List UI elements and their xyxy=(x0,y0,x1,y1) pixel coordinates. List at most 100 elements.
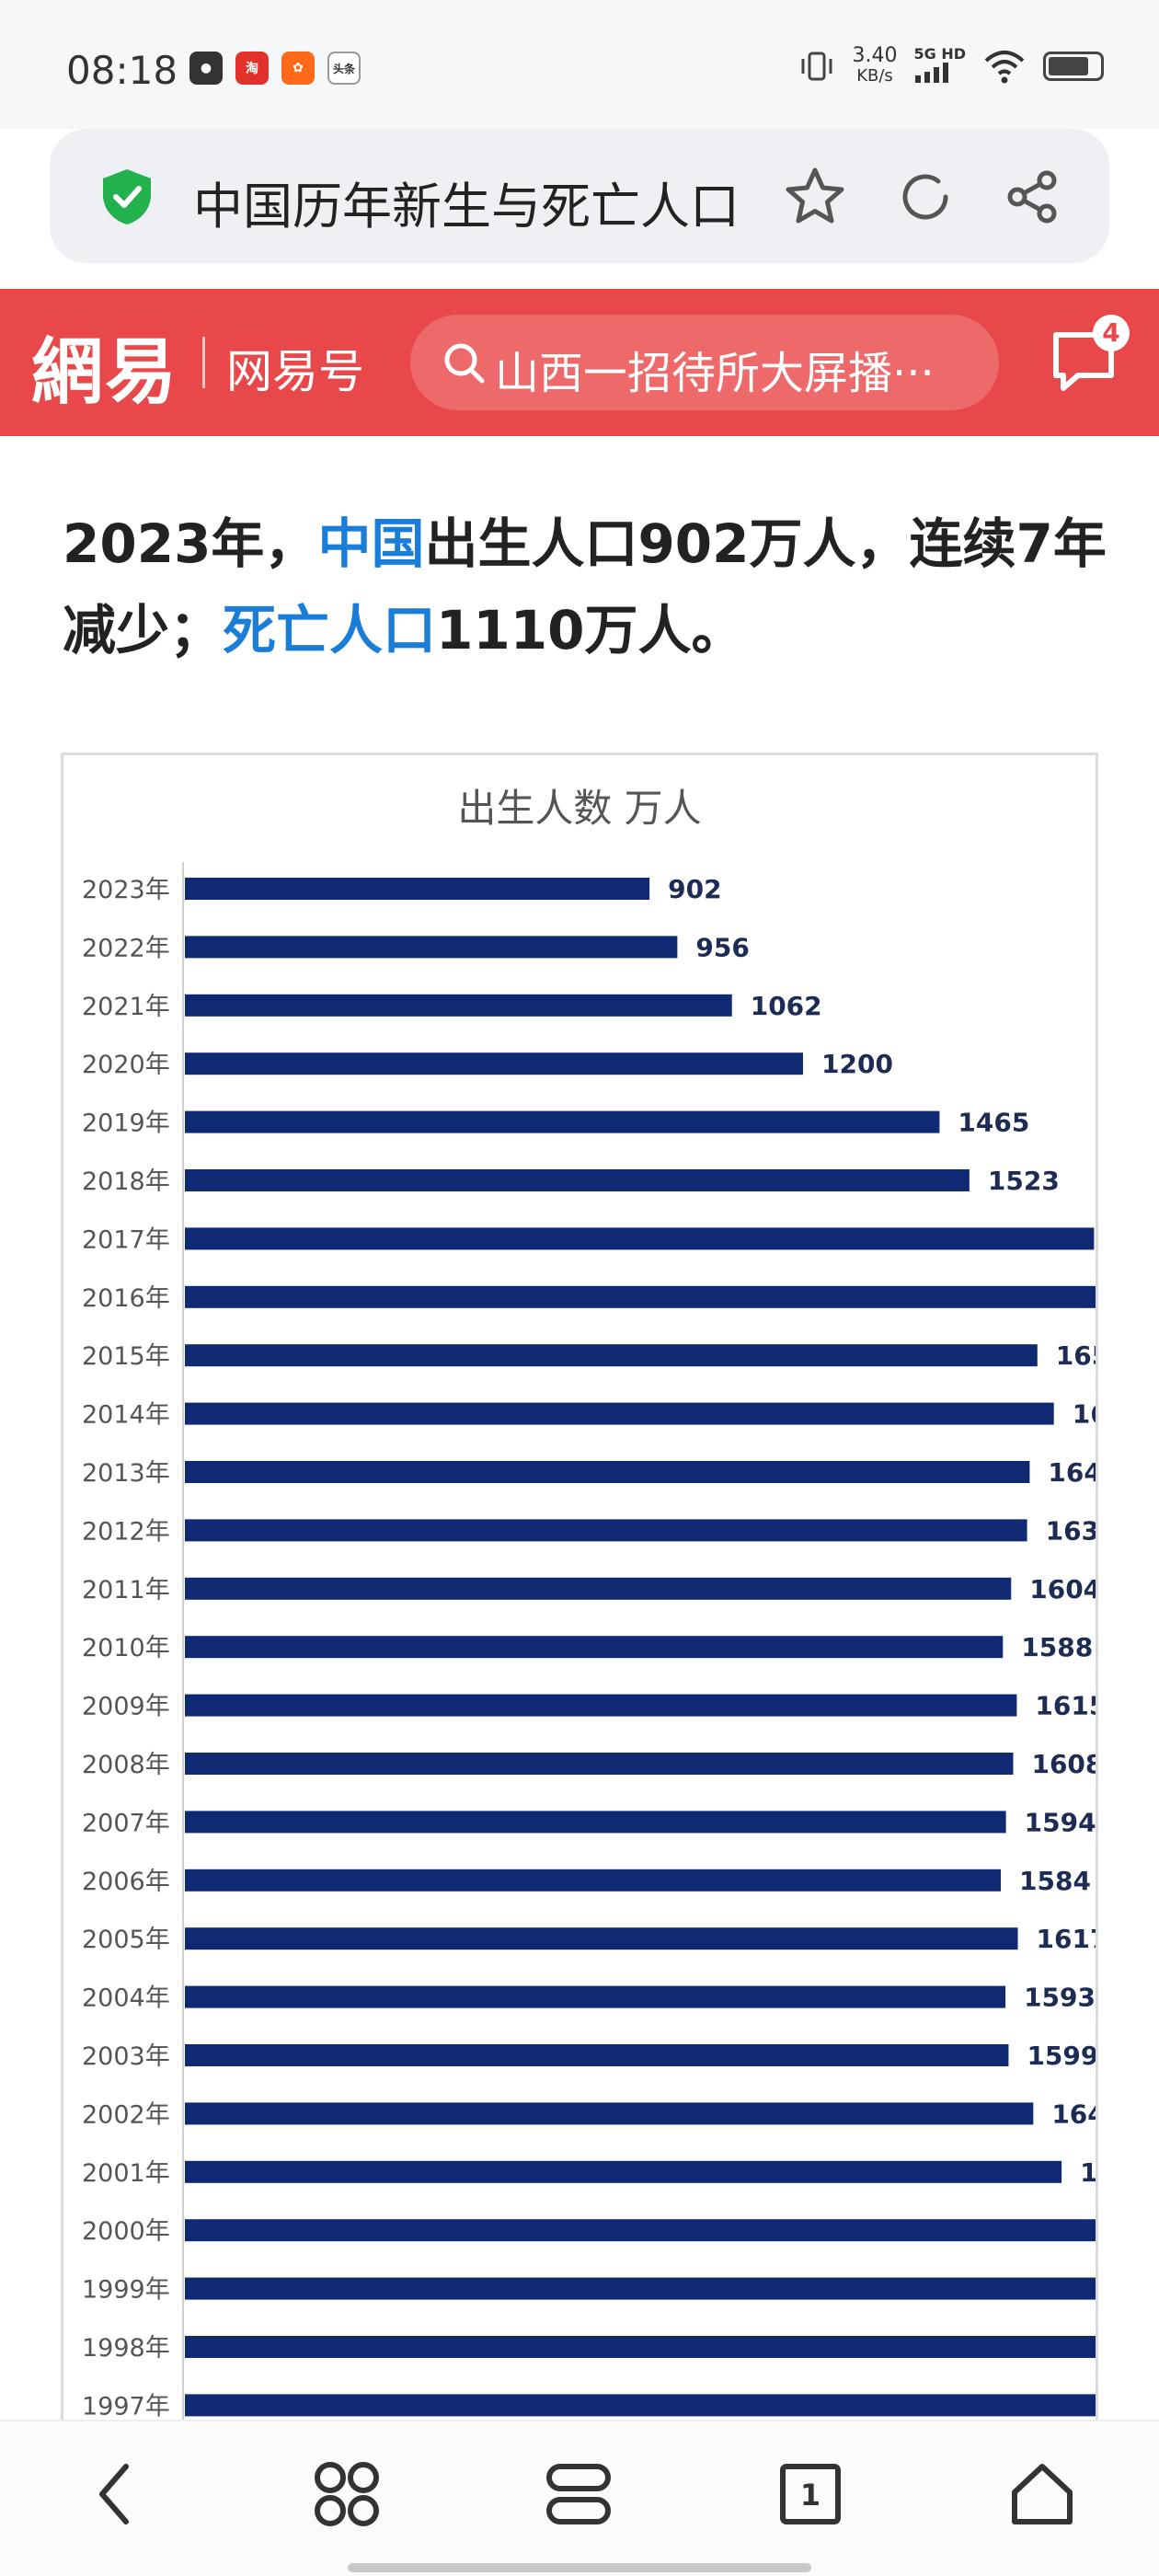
category-label: 2008年 xyxy=(82,1751,170,1779)
page-title[interactable]: 中国历年新生与死亡人口 xyxy=(193,178,740,236)
headline-text-1: 2023年， xyxy=(63,512,318,575)
share-button[interactable] xyxy=(999,164,1065,230)
bar xyxy=(185,1052,803,1075)
header-divider xyxy=(202,337,205,388)
bar xyxy=(185,1811,1006,1834)
value-label: 1702 xyxy=(1080,2157,1098,2188)
value-label: 1647 xyxy=(1051,2099,1098,2129)
headline-link-china[interactable]: 中国 xyxy=(317,512,425,575)
category-label: 1998年 xyxy=(82,2334,170,2363)
bar xyxy=(185,1227,1095,1250)
headline-text-3: 1110万人。 xyxy=(436,599,745,661)
bar xyxy=(185,994,732,1017)
value-label: 1604 xyxy=(1029,1574,1098,1604)
status-app-icons: ● 淘 ✿ 头条 xyxy=(189,52,361,85)
taobao-icon: 淘 xyxy=(235,52,269,85)
value-label: 1599 xyxy=(1027,2041,1098,2071)
back-button[interactable] xyxy=(74,2453,156,2536)
home-icon xyxy=(1012,2464,1073,2524)
bar xyxy=(185,2394,1096,2417)
category-label: 2019年 xyxy=(82,1110,170,1138)
netease-logo[interactable]: 網易 xyxy=(31,330,179,414)
value-label: 1200 xyxy=(821,1049,893,1079)
signal-icon xyxy=(915,63,949,83)
value-label: 1594 xyxy=(1025,1807,1096,1837)
home-indicator xyxy=(348,2563,811,2572)
category-label: 1999年 xyxy=(82,2276,170,2305)
bar xyxy=(185,1285,1096,1308)
bar xyxy=(185,1519,1027,1542)
share-icon xyxy=(1007,170,1057,224)
netease-header: 網易 网易号 山西一招待所大屏播··· 4 xyxy=(0,289,1159,436)
value-label: 1588 xyxy=(1021,1632,1093,1662)
network-type: 5G HD xyxy=(913,46,966,86)
category-label: 2014年 xyxy=(82,1401,170,1430)
tab-count: 1 xyxy=(800,2478,820,2513)
headline-link-death[interactable]: 死亡人口 xyxy=(223,599,437,661)
category-label: 2023年 xyxy=(82,876,170,904)
bar xyxy=(185,2044,1009,2066)
wifi-icon xyxy=(984,51,1025,84)
bar xyxy=(185,2102,1034,2125)
article-headline: 2023年，中国出生人口902万人，连续7年减少；死亡人口1110万人。 xyxy=(63,500,1111,673)
apps-icon xyxy=(315,2462,379,2526)
net-speed: 3.40 KB/s xyxy=(853,46,898,86)
bar xyxy=(185,878,650,900)
netease-hao-label[interactable]: 网易号 xyxy=(226,345,364,398)
bar xyxy=(185,1169,970,1191)
value-label: 1593 xyxy=(1024,1983,1096,2013)
value-label: 1062 xyxy=(751,991,822,1021)
apps-button[interactable] xyxy=(305,2453,388,2536)
menu-icon xyxy=(546,2464,611,2524)
value-label: 902 xyxy=(668,874,721,904)
battery-icon xyxy=(1043,52,1104,81)
tabs-button[interactable]: 1 xyxy=(769,2453,852,2536)
bar xyxy=(185,1110,940,1133)
category-label: 2006年 xyxy=(82,1868,170,1896)
category-label: 1997年 xyxy=(82,2392,170,2421)
menu-button[interactable] xyxy=(537,2453,620,2536)
category-label: 2017年 xyxy=(82,1225,170,1254)
value-label: 1640 xyxy=(1048,1457,1098,1488)
home-button[interactable] xyxy=(1001,2453,1084,2536)
toutiao-label: 头条 xyxy=(332,62,355,75)
birth-chart: 出生人数 万人 2023年 902 2022年 956 2021年 1062 2020年 12… xyxy=(61,753,1098,2501)
bar xyxy=(185,1753,1014,1775)
bar xyxy=(185,2219,1096,2242)
value-label: 1635 xyxy=(1046,1515,1098,1546)
category-label: 2015年 xyxy=(82,1342,170,1371)
category-label: 2004年 xyxy=(82,1984,170,2013)
bar xyxy=(185,1636,1004,1659)
value-label: 1584 xyxy=(1019,1866,1091,1896)
bar xyxy=(185,1927,1018,1950)
chart-title: 出生人数 万人 xyxy=(457,786,702,831)
search-text[interactable]: 山西一招待所大屏播··· xyxy=(495,348,935,399)
tabs-icon: 1 xyxy=(780,2464,841,2524)
category-label: 2012年 xyxy=(82,1517,170,1546)
category-label: 2003年 xyxy=(82,2042,170,2071)
category-label: 2009年 xyxy=(82,1693,170,1721)
category-label: 2007年 xyxy=(82,1809,170,1837)
category-label: 2022年 xyxy=(82,934,170,962)
category-label: 2011年 xyxy=(82,1576,170,1604)
search-box[interactable]: 山西一招待所大屏播··· xyxy=(410,315,999,410)
message-badge: 4 xyxy=(1093,315,1130,351)
category-label: 2021年 xyxy=(82,993,170,1021)
vibrate-icon xyxy=(801,52,832,81)
net-speed-value: 3.40 xyxy=(852,44,898,67)
network-type-label: 5G HD xyxy=(913,45,966,63)
app-icon-orange: ✿ xyxy=(281,52,315,85)
reload-button[interactable] xyxy=(892,164,958,230)
bar xyxy=(185,2277,1096,2300)
category-label: 2002年 xyxy=(82,2100,170,2129)
secure-shield-icon xyxy=(103,169,151,224)
bookmark-button[interactable] xyxy=(782,164,848,230)
address-bar[interactable]: 中国历年新生与死亡人口 xyxy=(50,129,1109,263)
search-icon xyxy=(444,343,485,384)
category-label: 2005年 xyxy=(82,1926,170,1954)
bar-chart-svg: 2023年 902 2022年 956 2021年 1062 2020年 1200 2019年 1… xyxy=(82,862,1098,2498)
category-label: 2000年 xyxy=(82,2217,170,2246)
bar xyxy=(185,1461,1030,1483)
bar xyxy=(185,1694,1017,1717)
value-label: 1523 xyxy=(988,1166,1060,1196)
